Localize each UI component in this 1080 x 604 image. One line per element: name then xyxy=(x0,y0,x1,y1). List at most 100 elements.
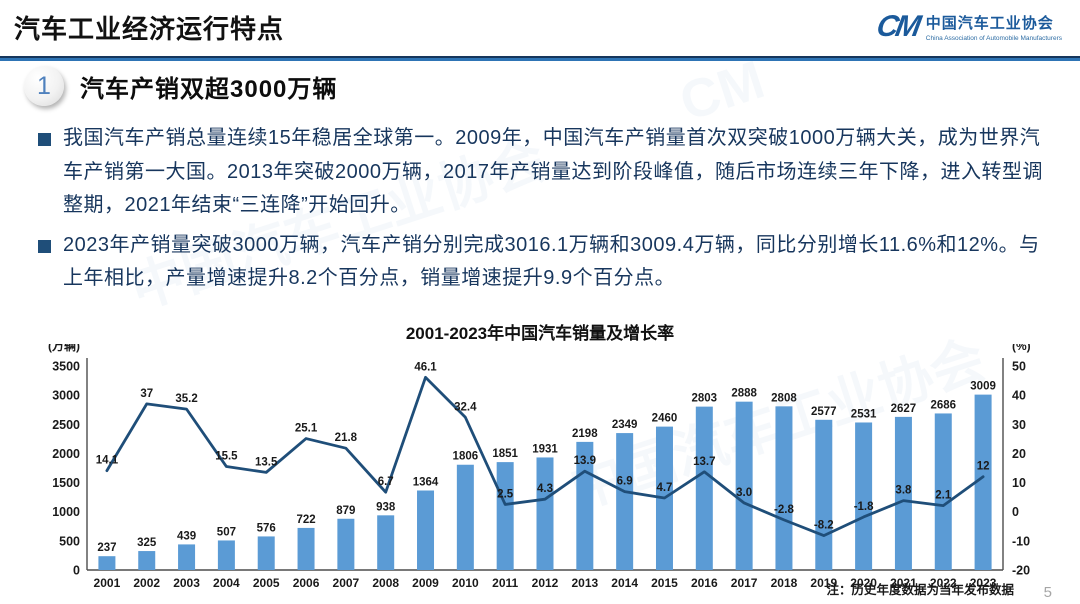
svg-text:2022: 2022 xyxy=(930,576,957,590)
chart-title: 2001-2023年中国汽车销量及增长率 xyxy=(405,324,675,343)
svg-text:1806: 1806 xyxy=(453,451,479,463)
bullet-item: 2023年产销量突破3000万辆，汽车产销分别完成3016.1万辆和3009.4… xyxy=(38,229,1054,296)
svg-text:50: 50 xyxy=(1012,360,1026,374)
svg-text:2015: 2015 xyxy=(651,576,678,590)
svg-text:2007: 2007 xyxy=(333,576,360,590)
svg-text:2021: 2021 xyxy=(890,576,917,590)
caam-logo-text: 中国汽车工业协会 China Association of Automobile… xyxy=(926,12,1062,42)
svg-text:2011: 2011 xyxy=(492,576,518,590)
svg-text:2020: 2020 xyxy=(850,576,877,590)
svg-text:-8.2: -8.2 xyxy=(814,520,834,532)
svg-text:40: 40 xyxy=(1012,389,1026,403)
slide-header: 汽车工业经济运行特点 CM 中国汽车工业协会 China Association… xyxy=(0,0,1080,57)
bullet-square-icon xyxy=(38,133,51,146)
svg-text:2013: 2013 xyxy=(571,576,598,590)
bullet-text: 我国汽车产销总量连续15年稳居全球第一。2009年，中国汽车产销量首次双突破10… xyxy=(63,127,1043,217)
svg-text:1500: 1500 xyxy=(52,476,80,490)
svg-text:325: 325 xyxy=(137,537,157,549)
svg-text:13.5: 13.5 xyxy=(255,456,278,468)
svg-text:576: 576 xyxy=(257,522,276,534)
svg-text:12: 12 xyxy=(977,461,990,473)
svg-text:3000: 3000 xyxy=(52,389,80,403)
svg-text:879: 879 xyxy=(336,505,355,517)
svg-text:722: 722 xyxy=(296,514,315,526)
logo-name-cn: 中国汽车工业协会 xyxy=(925,15,1054,32)
svg-text:20: 20 xyxy=(1012,447,1026,461)
svg-text:237: 237 xyxy=(97,542,116,554)
header-divider xyxy=(0,56,1080,61)
svg-text:37: 37 xyxy=(140,388,153,400)
svg-text:3009: 3009 xyxy=(970,381,996,393)
svg-text:439: 439 xyxy=(177,530,196,542)
svg-text:(万辆): (万辆) xyxy=(48,344,80,353)
svg-text:1931: 1931 xyxy=(532,443,558,455)
svg-text:2006: 2006 xyxy=(293,576,320,590)
page-title: 汽车工业经济运行特点 xyxy=(14,14,285,44)
svg-text:14.1: 14.1 xyxy=(96,455,119,467)
bullet-square-icon xyxy=(38,239,51,253)
svg-text:2023: 2023 xyxy=(970,576,997,590)
svg-text:2.5: 2.5 xyxy=(497,488,514,500)
caam-logo-mark-icon: CM xyxy=(874,10,921,43)
svg-text:13.9: 13.9 xyxy=(574,455,596,467)
svg-text:35.2: 35.2 xyxy=(175,393,197,405)
svg-text:2627: 2627 xyxy=(891,403,917,415)
svg-text:0: 0 xyxy=(1012,505,1019,519)
logo-name-en: China Association of Automobile Manufact… xyxy=(925,35,1062,42)
svg-text:2003: 2003 xyxy=(173,576,200,590)
svg-text:2009: 2009 xyxy=(412,576,439,590)
svg-text:1851: 1851 xyxy=(492,448,518,460)
svg-text:2531: 2531 xyxy=(851,408,877,420)
bullet-list: 我国汽车产销总量连续15年稳居全球第一。2009年，中国汽车产销量首次双突破10… xyxy=(38,122,1054,302)
svg-text:25.1: 25.1 xyxy=(295,423,318,435)
svg-text:3.0: 3.0 xyxy=(736,487,752,499)
svg-text:2500: 2500 xyxy=(52,418,80,432)
svg-text:2577: 2577 xyxy=(811,406,837,418)
svg-text:-2.8: -2.8 xyxy=(774,504,794,516)
svg-text:46.1: 46.1 xyxy=(414,361,437,373)
svg-text:500: 500 xyxy=(59,534,80,548)
watermark: CM xyxy=(672,49,772,133)
svg-text:2686: 2686 xyxy=(930,399,956,411)
svg-text:0: 0 xyxy=(73,564,80,578)
svg-text:4.7: 4.7 xyxy=(656,482,672,494)
section-title: 汽车产销双超3000万辆 xyxy=(80,75,338,103)
svg-text:2460: 2460 xyxy=(652,413,678,425)
svg-text:2010: 2010 xyxy=(452,576,479,590)
svg-text:2888: 2888 xyxy=(731,388,757,400)
svg-text:6.9: 6.9 xyxy=(617,476,633,488)
svg-text:2808: 2808 xyxy=(771,392,797,404)
svg-text:1364: 1364 xyxy=(413,476,439,488)
svg-text:6.7: 6.7 xyxy=(378,476,394,488)
svg-text:938: 938 xyxy=(376,501,396,513)
svg-text:2001: 2001 xyxy=(94,576,121,590)
svg-text:2016: 2016 xyxy=(691,576,718,590)
section-head: 1 汽车产销双超3000万辆 xyxy=(24,66,337,106)
svg-text:-10: -10 xyxy=(1012,534,1030,548)
svg-text:10: 10 xyxy=(1012,476,1026,490)
svg-text:1000: 1000 xyxy=(52,505,80,519)
svg-text:2002: 2002 xyxy=(133,576,160,590)
svg-text:2198: 2198 xyxy=(572,428,598,440)
svg-text:2.1: 2.1 xyxy=(935,490,952,502)
svg-text:-20: -20 xyxy=(1012,564,1030,578)
svg-text:3500: 3500 xyxy=(52,360,80,374)
svg-text:2019: 2019 xyxy=(810,576,837,590)
sales-growth-chart: 350030002500200015001000500050403020100-… xyxy=(48,344,1031,590)
section-number-badge: 1 xyxy=(24,66,64,106)
svg-text:21.8: 21.8 xyxy=(335,432,358,444)
svg-text:30: 30 xyxy=(1012,418,1026,432)
svg-text:2004: 2004 xyxy=(213,576,240,590)
page-number: 5 xyxy=(1043,584,1052,601)
caam-logo: CM 中国汽车工业协会 China Association of Automob… xyxy=(874,10,1062,43)
svg-text:2803: 2803 xyxy=(692,393,718,405)
svg-text:15.5: 15.5 xyxy=(215,451,238,463)
footnote: 注：历史年度数据为当年发布数据 xyxy=(826,583,1014,597)
bullet-text: 2023年产销量突破3000万辆，汽车产销分别完成3016.1万辆和3009.4… xyxy=(63,233,1040,290)
svg-text:2017: 2017 xyxy=(731,576,758,590)
svg-text:2000: 2000 xyxy=(52,447,80,461)
svg-text:4.3: 4.3 xyxy=(537,483,553,495)
svg-text:13.7: 13.7 xyxy=(693,456,715,468)
svg-text:2012: 2012 xyxy=(532,576,559,590)
